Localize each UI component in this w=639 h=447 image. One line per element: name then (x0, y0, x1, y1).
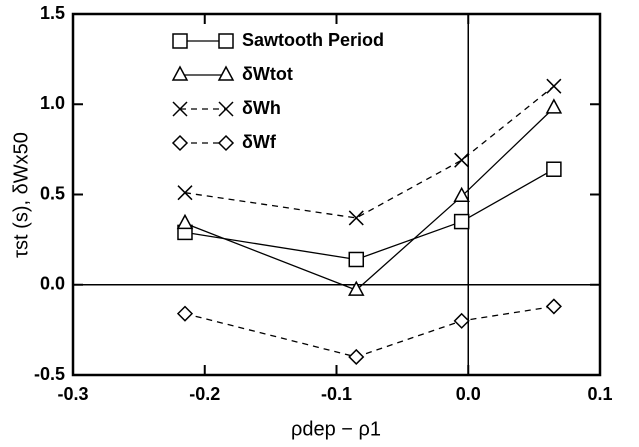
legend-label: δWf (242, 132, 277, 152)
marker (177, 185, 193, 201)
marker (171, 134, 189, 152)
x-tick-label: -0.2 (189, 384, 220, 404)
y-tick-label: 0.5 (40, 183, 65, 203)
marker (171, 65, 189, 81)
y-tick-label: 1.5 (40, 3, 65, 23)
marker (176, 213, 194, 230)
y-tick-label: 0.0 (40, 274, 65, 294)
plot-frame (71, 12, 602, 377)
x-tick-label: 0.0 (456, 384, 481, 404)
series-line (184, 107, 555, 291)
marker (454, 152, 470, 168)
marker (546, 78, 562, 94)
x-tick-label: -0.3 (57, 384, 88, 404)
marker (218, 33, 234, 49)
series-line (184, 85, 555, 219)
marker (217, 65, 235, 81)
marker (172, 101, 188, 117)
series-line (184, 168, 555, 261)
marker (348, 280, 365, 296)
series-line (184, 305, 554, 358)
marker (217, 134, 235, 152)
marker (348, 210, 364, 226)
legend-label: Sawtooth Period (242, 30, 384, 50)
marker (218, 101, 234, 117)
y-tick-label: -0.5 (34, 364, 65, 384)
y-axis-label: τst (s), δWx50 (10, 132, 32, 258)
marker (453, 312, 470, 329)
y-tick-label: 1.0 (40, 93, 65, 113)
marker (172, 33, 188, 49)
marker (348, 348, 365, 366)
x-tick-label: 0.1 (587, 384, 612, 404)
legend-label: δWtot (242, 64, 293, 84)
marker (546, 161, 562, 177)
marker (545, 98, 563, 114)
marker (453, 186, 470, 203)
x-tick-label: -0.1 (321, 384, 352, 404)
marker (453, 213, 470, 230)
marker (545, 298, 562, 315)
marker (348, 251, 365, 268)
legend-label: δWh (242, 98, 281, 118)
x-axis-label: ρdep − ρ1 (291, 418, 381, 440)
marker (176, 305, 194, 322)
